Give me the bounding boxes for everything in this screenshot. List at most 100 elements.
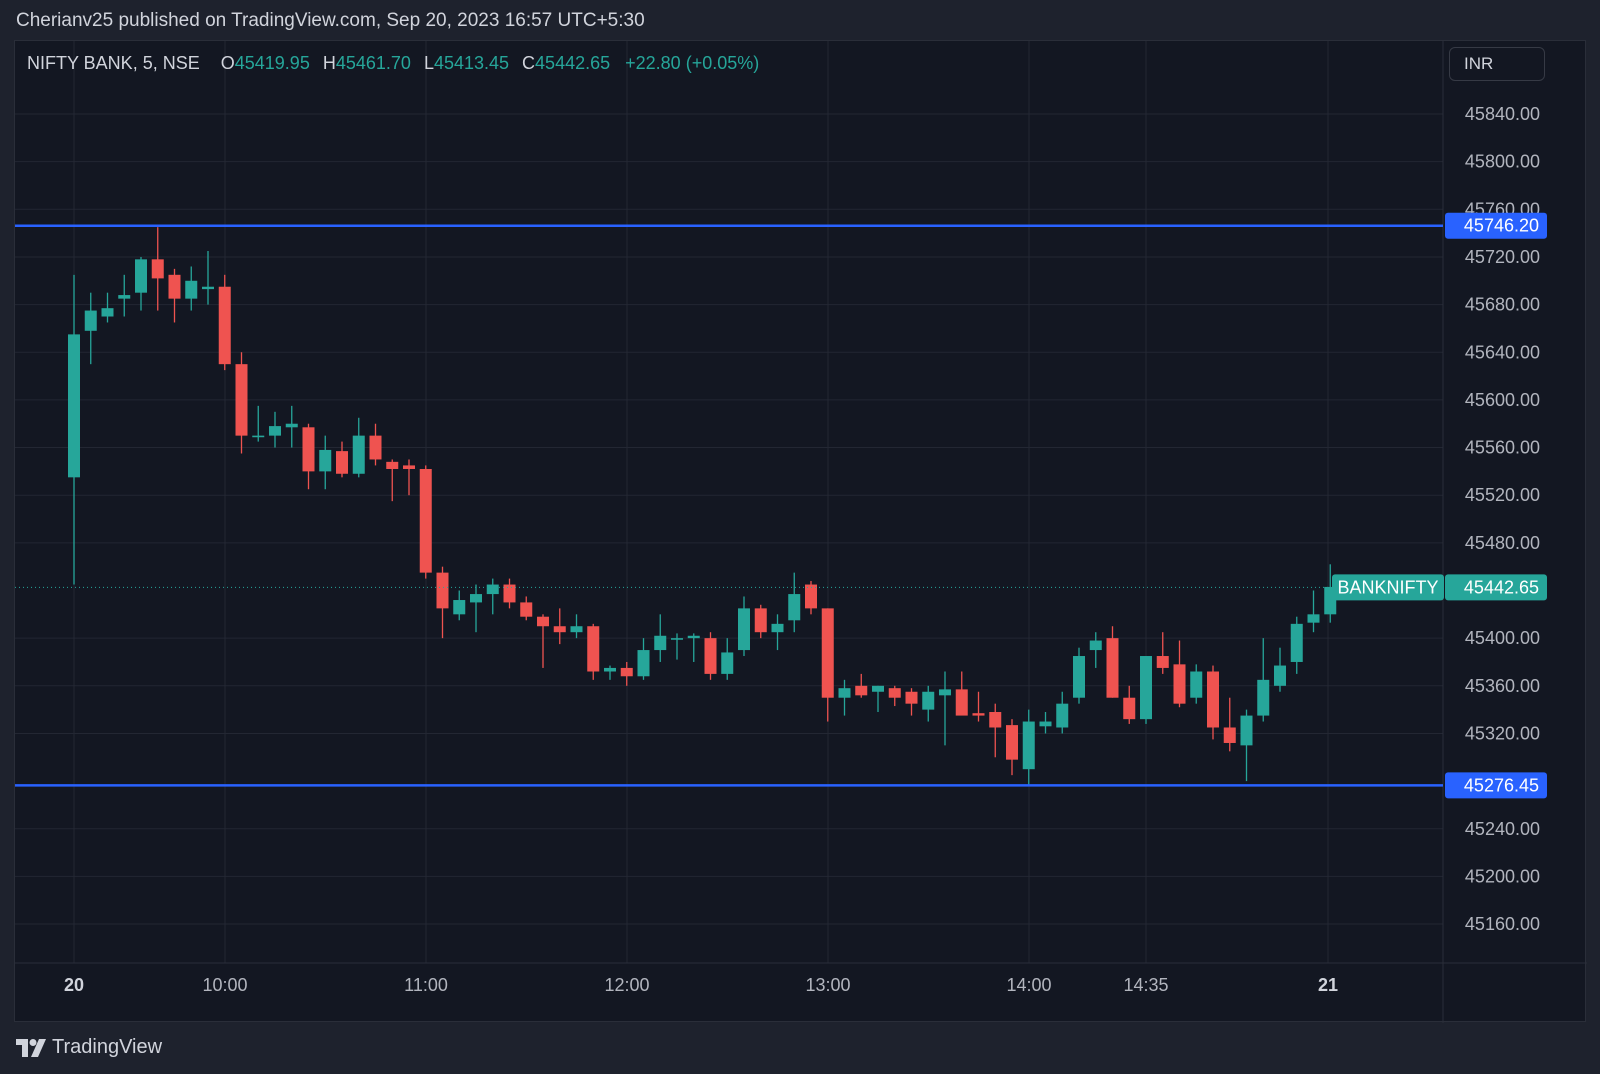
candle-body[interactable] xyxy=(553,626,566,633)
candle-body[interactable] xyxy=(118,295,131,299)
symbol-label[interactable]: NIFTY BANK, 5, NSE xyxy=(27,53,200,73)
x-tick-label: 14:00 xyxy=(1006,975,1051,995)
candle-body[interactable] xyxy=(470,594,482,603)
candle-body[interactable] xyxy=(185,280,198,299)
candle-body[interactable] xyxy=(1073,656,1085,698)
candle-body[interactable] xyxy=(403,465,415,469)
candle-body[interactable] xyxy=(1140,656,1152,720)
x-tick-label: 14:35 xyxy=(1123,975,1168,995)
publisher-line: Cherianv25 published on TradingView.com,… xyxy=(16,10,645,31)
candle-body[interactable] xyxy=(570,626,583,633)
candle-body[interactable] xyxy=(151,259,164,279)
candle-body[interactable] xyxy=(269,426,281,436)
y-tick-label: 45720.00 xyxy=(1465,247,1540,267)
high-value: 45461.70 xyxy=(335,53,411,73)
candle-body[interactable] xyxy=(235,364,248,436)
candlestick-chart[interactable]: 45160.00 45200.00 45240.00 45320.00 45360.00… xyxy=(15,41,1587,1023)
candle-body[interactable] xyxy=(486,584,499,595)
candle-body[interactable] xyxy=(436,572,449,609)
y-tick-label: 45160.00 xyxy=(1465,914,1540,934)
candle-body[interactable] xyxy=(1056,703,1069,728)
candle-body[interactable] xyxy=(1274,665,1286,686)
candle-body[interactable] xyxy=(1257,679,1270,716)
candle-body[interactable] xyxy=(704,638,717,674)
candle-body[interactable] xyxy=(202,286,214,290)
candle-body[interactable] xyxy=(1290,623,1303,662)
high-key: H xyxy=(322,53,336,73)
candle-body[interactable] xyxy=(637,650,650,677)
candle-body[interactable] xyxy=(838,688,851,698)
candle-body[interactable] xyxy=(84,310,97,331)
candle-body[interactable] xyxy=(972,713,985,716)
candle-body[interactable] xyxy=(888,688,901,698)
candle-body[interactable] xyxy=(620,667,633,677)
x-tick-label: 12:00 xyxy=(604,975,649,995)
candle-body[interactable] xyxy=(771,623,784,633)
candle-body[interactable] xyxy=(1223,727,1236,743)
candle-body[interactable] xyxy=(754,608,767,633)
y-tick-label: 45640.00 xyxy=(1465,342,1540,362)
candle-body[interactable] xyxy=(101,308,114,317)
candle-body[interactable] xyxy=(252,435,265,438)
candle-body[interactable] xyxy=(989,712,1002,728)
symbol-badge xyxy=(1332,574,1444,601)
candle-body[interactable] xyxy=(1006,725,1018,760)
level-price-badge xyxy=(1445,772,1547,799)
candle-body[interactable] xyxy=(939,689,951,696)
candle-body[interactable] xyxy=(721,652,734,674)
candle-body[interactable] xyxy=(872,685,884,692)
candle-body[interactable] xyxy=(453,600,466,615)
candle-body[interactable] xyxy=(336,451,348,474)
candle-body[interactable] xyxy=(1173,664,1186,704)
candle-body[interactable] xyxy=(1089,640,1102,651)
candle-body[interactable] xyxy=(285,423,298,428)
candle-body[interactable] xyxy=(955,689,968,716)
candle-body[interactable] xyxy=(386,461,399,469)
candle-body[interactable] xyxy=(1123,697,1136,720)
candle-body[interactable] xyxy=(1190,671,1203,698)
candle-body[interactable] xyxy=(369,435,382,460)
candle-body[interactable] xyxy=(855,685,868,696)
candle-body[interactable] xyxy=(319,449,332,472)
candle-body[interactable] xyxy=(788,594,801,621)
candle-body[interactable] xyxy=(905,691,918,704)
candle-body[interactable] xyxy=(302,427,315,472)
candle-body[interactable] xyxy=(821,608,834,698)
ohlc-legend: NIFTY BANK, 5, NSE O45419.95 H45461.70 L… xyxy=(27,53,759,74)
y-tick-label: 45680.00 xyxy=(1465,295,1540,315)
change-value: +22.80 (+0.05%) xyxy=(625,53,760,73)
candle-body[interactable] xyxy=(687,635,700,639)
candle-body[interactable] xyxy=(68,334,80,478)
candle-body[interactable] xyxy=(503,584,516,603)
y-tick-label: 45480.00 xyxy=(1465,533,1540,553)
currency-button[interactable]: INR xyxy=(1449,47,1545,81)
candle-body[interactable] xyxy=(520,602,533,617)
candle-body[interactable] xyxy=(1307,614,1320,623)
candle-body[interactable] xyxy=(1207,671,1219,728)
candle-body[interactable] xyxy=(587,626,600,672)
footer-brand[interactable]: TradingView xyxy=(16,1036,162,1059)
candle-body[interactable] xyxy=(738,608,750,651)
candle-body[interactable] xyxy=(419,468,432,573)
candle-body[interactable] xyxy=(168,274,181,299)
tradingview-wordmark: TradingView xyxy=(52,1036,163,1058)
y-tick-label: 45360.00 xyxy=(1465,676,1540,696)
x-tick-label: 20 xyxy=(64,975,84,995)
candle-body[interactable] xyxy=(604,667,616,672)
candle-body[interactable] xyxy=(1039,721,1052,727)
candle-body[interactable] xyxy=(1022,721,1035,770)
candle-body[interactable] xyxy=(805,584,817,609)
candle-body[interactable] xyxy=(671,638,683,640)
level-price-label: 45746.20 xyxy=(1464,216,1539,236)
candle-body[interactable] xyxy=(922,691,935,710)
candle-body[interactable] xyxy=(352,435,365,474)
candle-body[interactable] xyxy=(654,635,667,651)
candle-body[interactable] xyxy=(1156,656,1169,668)
candle-body[interactable] xyxy=(218,286,231,365)
candle-body[interactable] xyxy=(135,259,147,293)
chart-panel[interactable]: 45160.00 45200.00 45240.00 45320.00 45360.00… xyxy=(14,40,1587,1023)
candle-body[interactable] xyxy=(1240,715,1253,746)
last-price-label: 45442.65 xyxy=(1464,577,1539,597)
candle-body[interactable] xyxy=(537,616,549,627)
candle-body[interactable] xyxy=(1106,638,1119,698)
